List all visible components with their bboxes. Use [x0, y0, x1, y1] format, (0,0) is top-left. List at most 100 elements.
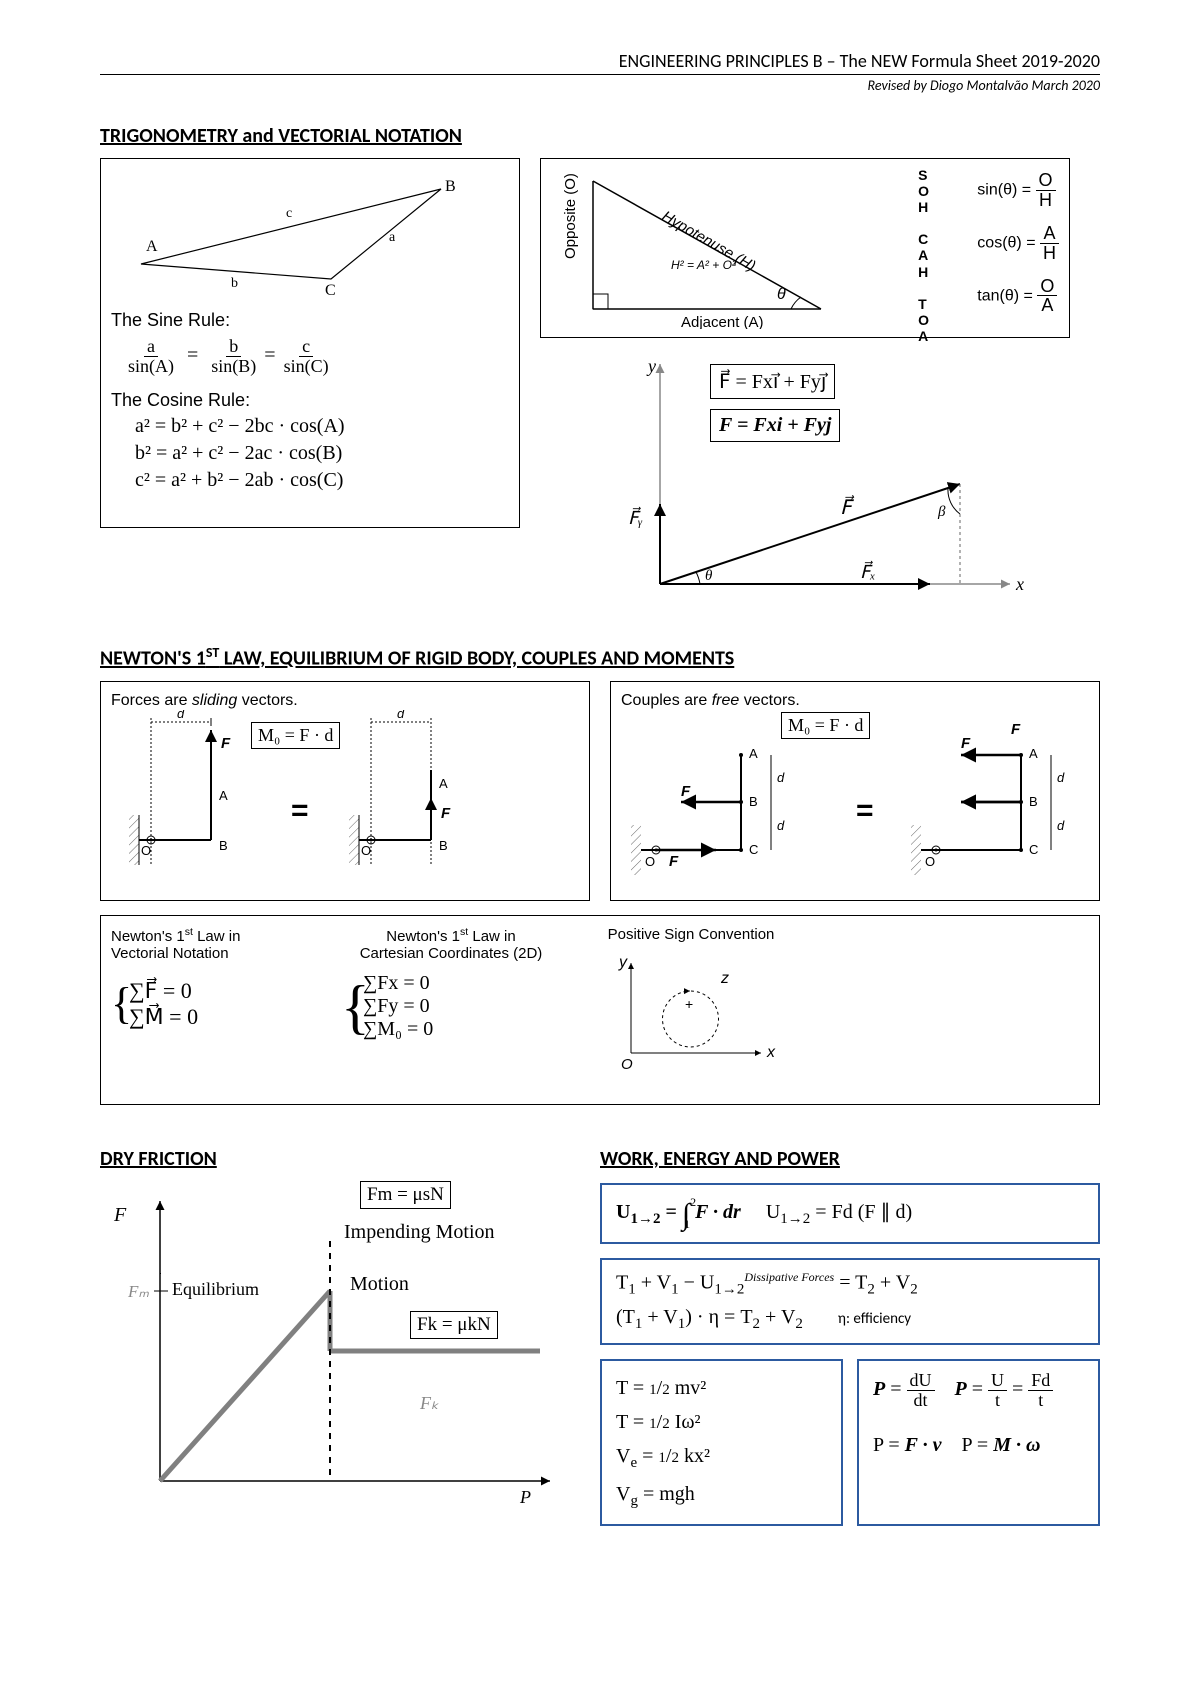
col2-title: Newton's 1st Law inCartesian Coordinates…	[341, 926, 561, 962]
motion-label: Motion	[350, 1273, 409, 1296]
trig-row: A B C a b c The Sine Rule: asin(A) = bsi…	[100, 158, 1100, 614]
svg-text:A: A	[749, 746, 758, 761]
svg-text:Fₘ: Fₘ	[127, 1282, 149, 1301]
Fk-eq-box: Fk = μkN	[410, 1311, 498, 1339]
right-triangle-box: θ H² = A² + O² Adjacent (A) Opposite (O)…	[540, 158, 1070, 338]
sum-Fy-eq: ∑Fy = 0	[363, 995, 561, 1018]
cosine-rules: a² = b² + c² − 2bc · cos(A) b² = a² + c²…	[135, 415, 509, 492]
section-friction-title: DRY FRICTION	[100, 1147, 580, 1171]
newton-col-3: Positive Sign Convention y x O + z	[591, 926, 791, 1078]
svg-text:d: d	[177, 710, 185, 721]
newton-laws-box: Newton's 1st Law inVectorial Notation { …	[100, 915, 1100, 1105]
y-axis-label: y	[646, 356, 656, 376]
section-work-title: WORK, ENERGY AND POWER	[600, 1147, 1100, 1171]
vertex-B: B	[445, 178, 456, 195]
newton-col-1: Newton's 1st Law inVectorial Notation { …	[111, 926, 311, 1078]
tan-eq: tan(θ) = OA	[977, 277, 1059, 316]
friction-work-row: DRY FRICTION Fₘ F	[100, 1129, 1100, 1541]
sohcahtoa: S O H C A H T O A	[918, 167, 929, 344]
adjacent-label: Adjacent (A)	[681, 314, 764, 329]
power-defs-box: P = dUdt P = Ut = Fdt P = F · v P = M · …	[857, 1359, 1100, 1526]
vector-svg: y x F⃗ F⃗ₓ F⃗ᵧ θ β	[540, 354, 1040, 614]
energy-balance-box: T1 + V1 − U1→2Dissipative Forces = T2 + …	[600, 1258, 1100, 1346]
equil-label: Equilibrium	[172, 1279, 259, 1299]
work-integral-box: U1→2 = ∫21 F · dr U1→2 = Fd (F ∥ d)	[600, 1183, 1100, 1244]
header-title: ENGINEERING PRINCIPLES B – The NEW Formu…	[100, 50, 1100, 75]
svg-text:Fₖ: Fₖ	[419, 1393, 439, 1413]
vector-diagram: F⃗ = Fxı⃗ + Fyȷ⃗ F = Fxi + Fyj y x F⃗	[540, 354, 1070, 614]
cosine-rule-label: The Cosine Rule:	[111, 390, 509, 411]
side-c: c	[286, 206, 292, 221]
svg-text:d: d	[777, 818, 785, 833]
trig-identities: sin(θ) = OH cos(θ) = AH tan(θ) = OA	[977, 171, 1059, 329]
energy-power-row: T = 1/2 mv² T = 1/2 Iω² Ve = 1/2 kx² Vg …	[600, 1359, 1100, 1540]
svg-text:O: O	[621, 1056, 633, 1073]
svg-text:F: F	[221, 735, 231, 752]
trig-rules-box: A B C a b c The Sine Rule: asin(A) = bsi…	[100, 158, 520, 528]
svg-text:y: y	[618, 954, 628, 971]
svg-text:A: A	[439, 776, 448, 791]
sum-Fx-eq: ∑Fx = 0	[363, 972, 561, 995]
section-newton-title: NEWTON'S 1ST LAW, EQUILIBRIUM OF RIGID B…	[100, 644, 1100, 671]
svg-text:O: O	[925, 854, 935, 869]
svg-text:A: A	[1029, 746, 1038, 761]
page: ENGINEERING PRINCIPLES B – The NEW Formu…	[0, 0, 1200, 1697]
cart-eqs: { ∑Fx = 0 ∑Fy = 0 ∑M₀ = 0	[341, 972, 561, 1041]
svg-text:O: O	[361, 843, 371, 858]
sin-eq: sin(θ) = OH	[977, 171, 1059, 210]
forces-sliding-box: Forces are sliding vectors. M₀ = F · d F…	[100, 681, 590, 901]
vec-eqs: { ∑F⃗ = 0 ∑M⃗ = 0	[111, 978, 311, 1030]
cosine-eq-c: c² = a² + b² − 2ab · cos(C)	[135, 469, 509, 492]
moment-eq-1: M₀ = F · d	[251, 722, 340, 749]
svg-text:=: =	[856, 794, 874, 827]
energy-defs-box: T = 1/2 mv² T = 1/2 Iω² Ve = 1/2 kx² Vg …	[600, 1359, 843, 1526]
friction-col: DRY FRICTION Fₘ F	[100, 1129, 580, 1521]
forces-title: Forces are sliding vectors.	[111, 692, 579, 710]
section-trig-title: TRIGONOMETRY and VECTORIAL NOTATION	[100, 124, 1100, 148]
side-a: a	[389, 230, 396, 245]
svg-text:B: B	[749, 794, 758, 809]
sign-conv-svg: y x O + z	[591, 943, 791, 1073]
sliding-svg: F A B O d = F A B O	[111, 710, 579, 880]
svg-text:d: d	[1057, 770, 1065, 785]
opposite-label: Opposite (O)	[562, 173, 579, 259]
col3-title: Positive Sign Convention	[591, 926, 791, 943]
svg-text:d: d	[1057, 818, 1065, 833]
svg-text:F: F	[1011, 721, 1021, 738]
svg-text:B: B	[1029, 794, 1038, 809]
Fx-label: F⃗ₓ	[860, 561, 875, 582]
newton-row-1: Forces are sliding vectors. M₀ = F · d F…	[100, 681, 1100, 901]
sum-Mo-eq: ∑M₀ = 0	[363, 1018, 561, 1041]
friction-svg: Fₘ F Equilibrium Fₖ P	[100, 1181, 580, 1511]
cos-eq: cos(θ) = AH	[977, 224, 1059, 263]
sine-rule-label: The Sine Rule:	[111, 310, 509, 331]
svg-text:F: F	[113, 1204, 127, 1226]
header-revised: Revised by Diogo Montalvão March 2020	[100, 77, 1100, 94]
svg-text:F: F	[669, 853, 679, 870]
svg-text:O: O	[645, 854, 655, 869]
Fm-eq-box: Fm = μsN	[360, 1181, 451, 1209]
theta-label: θ	[777, 286, 786, 303]
friction-graph: Fₘ F Equilibrium Fₖ P Fm = μsN Impending…	[100, 1181, 580, 1521]
triangle-diagram: A B C a b c	[111, 169, 511, 299]
svg-text:F: F	[961, 735, 971, 752]
svg-text:x: x	[766, 1044, 776, 1061]
work-energy-col: WORK, ENERGY AND POWER U1→2 = ∫21 F · dr…	[600, 1129, 1100, 1541]
svg-text:C: C	[1029, 842, 1038, 857]
svg-text:P: P	[519, 1487, 531, 1507]
beta-vec: β	[937, 504, 946, 520]
trig-right-col: θ H² = A² + O² Adjacent (A) Opposite (O)…	[540, 158, 1070, 614]
newton-col-2: Newton's 1st Law inCartesian Coordinates…	[341, 926, 561, 1078]
theta-vec: θ	[705, 568, 713, 584]
side-b: b	[231, 276, 238, 291]
svg-text:O: O	[141, 843, 151, 858]
sum-M-eq: ∑M⃗ = 0	[129, 1004, 311, 1030]
svg-text:B: B	[439, 838, 448, 853]
svg-text:+: +	[685, 996, 693, 1012]
sum-F-eq: ∑F⃗ = 0	[129, 978, 311, 1004]
svg-text:z: z	[720, 970, 729, 987]
svg-text:F: F	[681, 783, 691, 800]
efficiency-note: η: efficiency	[838, 1310, 911, 1328]
sine-rule-eq: asin(A) = bsin(B) = csin(C)	[125, 337, 509, 376]
svg-text:A: A	[219, 788, 228, 803]
